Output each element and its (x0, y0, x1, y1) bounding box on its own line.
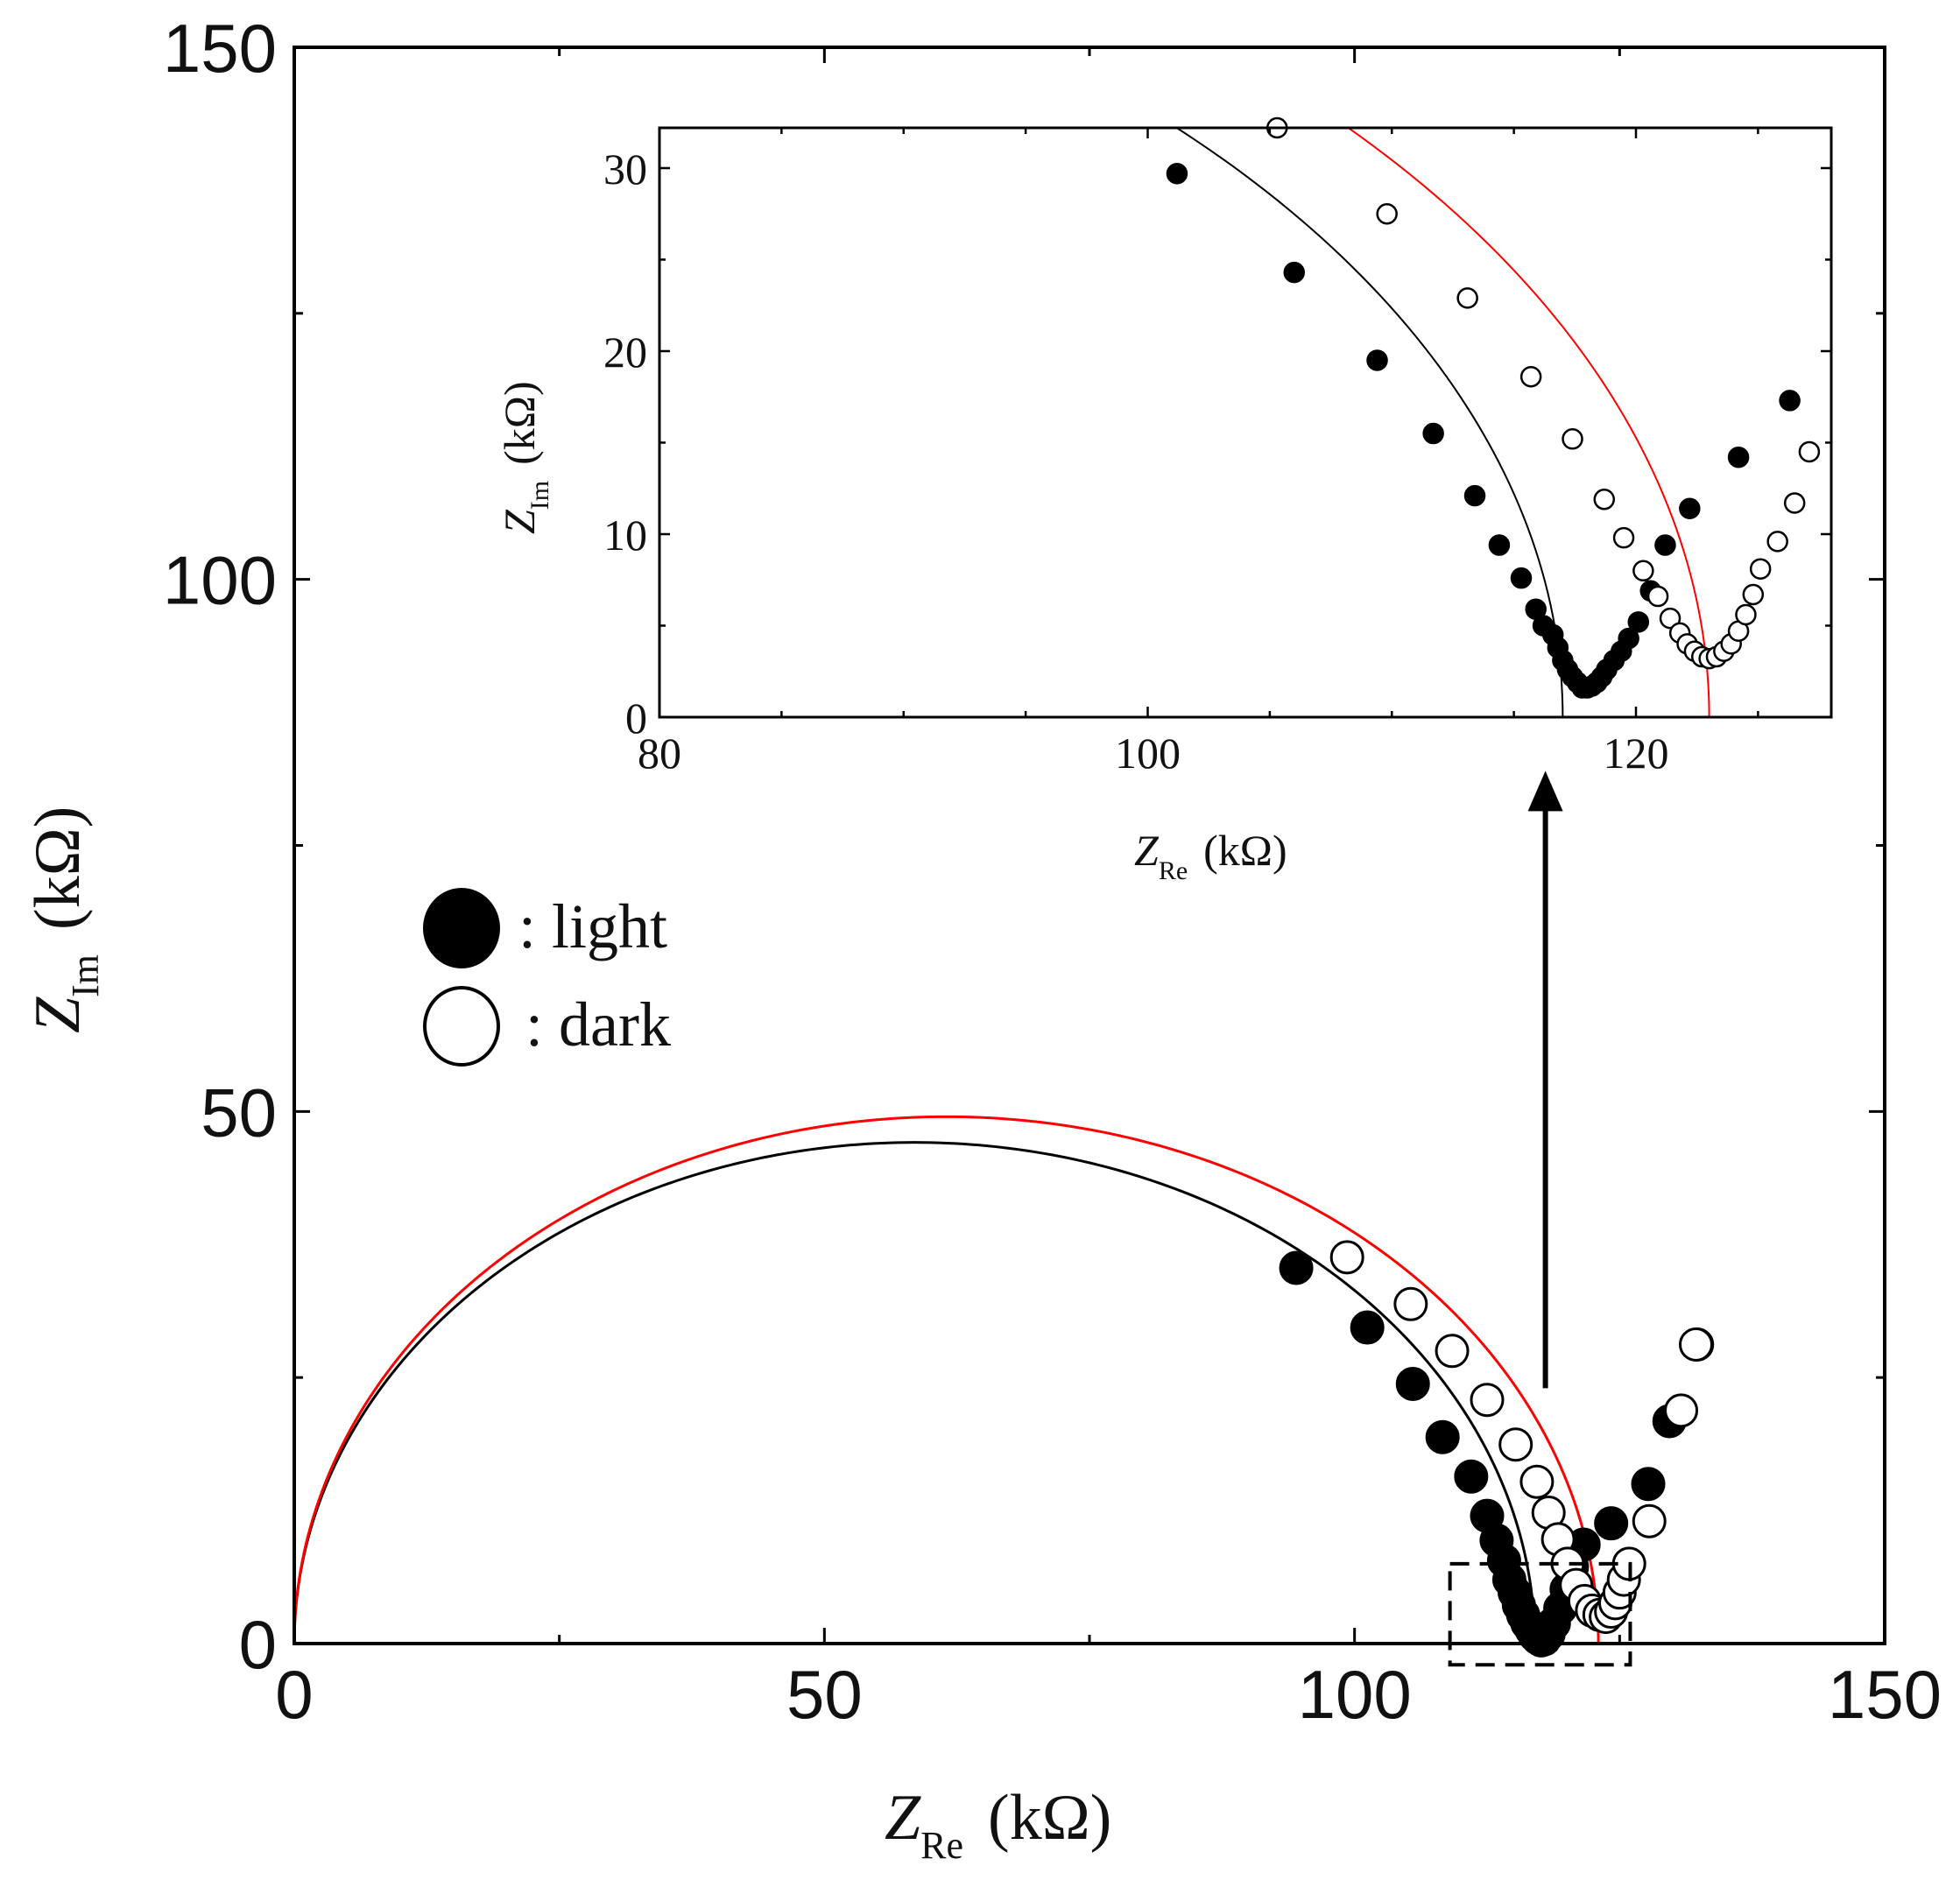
main-dark-point (1470, 1383, 1505, 1418)
inset-y-tick-label: 10 (603, 510, 647, 560)
inset-dark-point (1742, 583, 1765, 606)
main-y-tick-label: 0 (239, 1606, 277, 1683)
inset-dark-point (1783, 492, 1806, 514)
inset-light-point (1488, 534, 1511, 556)
inset-dark-point (1646, 585, 1669, 608)
inset-dark-point (1632, 560, 1654, 582)
inset-dark-point (1735, 603, 1757, 626)
inset-tick-labels: 80 100 120 0 10 20 30 (603, 144, 1669, 778)
legend-dark-label: : dark (525, 989, 671, 1060)
zoom-region-box (1448, 1561, 1632, 1667)
main-dark-point (1329, 1240, 1364, 1275)
inset-y-tick-label: 20 (603, 327, 647, 377)
inset-dark-point (1749, 558, 1772, 580)
inset-light-point (1463, 484, 1486, 507)
inset-light-point (1779, 390, 1801, 412)
main-light-point (1425, 1419, 1460, 1454)
inset-light-point (1627, 611, 1650, 633)
main-axis-ticks (293, 46, 1886, 1645)
main-dark-point (1632, 1503, 1667, 1538)
main-dark-fit-curve (294, 1115, 1600, 1644)
main-y-axis-title: ZIm(kΩ) (22, 806, 107, 1033)
inset-dark-point (1659, 607, 1682, 630)
main-dark-point (1664, 1393, 1699, 1428)
inset-dark-point (1562, 428, 1583, 450)
inset-light-point (1283, 261, 1305, 284)
main-y-tick-label: 50 (201, 1074, 277, 1151)
inset-dark-point (1376, 202, 1398, 225)
inset-light-point (1166, 163, 1188, 185)
main-dark-point (1679, 1327, 1713, 1362)
inset-dark-point (1766, 531, 1788, 553)
inset-light-point (1654, 534, 1676, 556)
inset-axis-ticks (658, 128, 1831, 719)
main-y-tick-label: 150 (163, 10, 277, 87)
inset-x-tick-label: 80 (638, 729, 681, 778)
inset-y-tick-label: 0 (625, 694, 647, 743)
main-light-point (1631, 1467, 1666, 1502)
main-fit-curves (294, 1115, 1600, 1644)
inset-dark-point (1798, 440, 1821, 463)
inset-dark-point (1612, 526, 1635, 549)
legend-filled-marker (423, 888, 500, 968)
inset-dark-fit-curve (1346, 128, 1710, 717)
main-x-tick-label: 150 (1828, 1656, 1942, 1733)
inset-dark-point (1519, 366, 1542, 388)
main-light-point (1350, 1310, 1385, 1345)
inset-x-axis-title: ZRe (kΩ) (1134, 826, 1287, 885)
inset-fit-curves (1174, 128, 1710, 717)
zoom-arrow-head (1527, 771, 1563, 812)
main-dark-point (1435, 1334, 1470, 1369)
main-x-tick-label: 0 (275, 1656, 313, 1733)
main-annotations (1448, 771, 1632, 1667)
inset-light-point (1366, 349, 1388, 371)
main-dark-point (1498, 1427, 1533, 1462)
inset-x-tick-label: 100 (1115, 729, 1181, 778)
inset-data-points (1166, 116, 1821, 699)
inset-zoom-plot: 80 100 120 0 10 20 30 ZRe (kΩ) ZIm(kΩ) (495, 116, 1833, 885)
main-x-tick-label: 100 (1298, 1656, 1412, 1733)
legend-open-marker (423, 986, 500, 1067)
inset-light-point (1422, 422, 1444, 445)
inset-dark-point (1593, 489, 1616, 510)
legend-light-label: : light (518, 891, 667, 961)
inset-light-point (1510, 567, 1533, 589)
main-dark-point (1519, 1464, 1555, 1499)
inset-light-point (1618, 627, 1639, 650)
main-light-fit-curve (294, 1141, 1536, 1644)
inset-x-tick-label: 120 (1604, 729, 1669, 778)
inset-y-axis-title: ZIm(kΩ) (495, 381, 554, 534)
main-dark-point (1393, 1286, 1428, 1321)
inset-light-point (1679, 497, 1701, 519)
main-light-point (1594, 1506, 1629, 1541)
inset-light-point (1727, 446, 1750, 468)
main-y-tick-label: 100 (163, 542, 277, 619)
inset-dark-point (1456, 287, 1478, 309)
main-data-points (1279, 1240, 1715, 1658)
main-light-point (1279, 1250, 1314, 1285)
inset-background (659, 128, 1831, 717)
main-light-point (1395, 1366, 1430, 1401)
legend: : light : dark (423, 888, 671, 1067)
main-x-axis-title: ZRe (kΩ) (885, 1782, 1111, 1867)
inset-light-fit-curve (1174, 128, 1564, 717)
inset-y-tick-label: 30 (603, 144, 647, 194)
main-x-tick-label: 50 (786, 1656, 863, 1733)
main-light-point (1454, 1459, 1489, 1494)
inset-plot-frame (658, 126, 1833, 719)
